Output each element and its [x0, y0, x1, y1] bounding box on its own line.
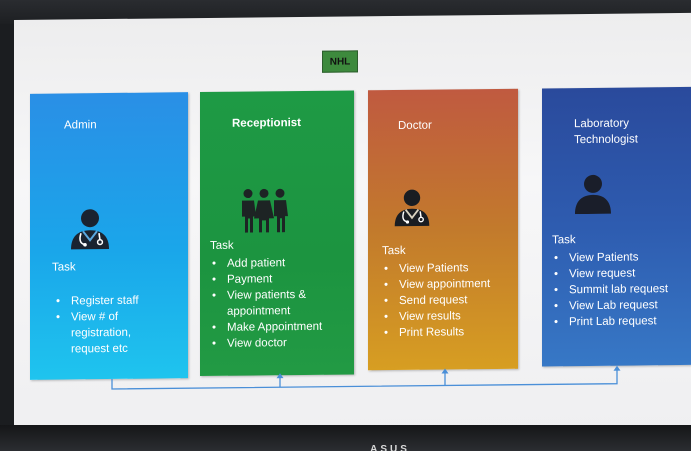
doctor-person-icon [394, 189, 430, 227]
laboratory-technologist-card: Laboratory Technologist Task View Patien… [542, 86, 691, 367]
connector-path [111, 367, 618, 390]
doctor-card: Doctor Task View Patients View appointme… [368, 88, 518, 371]
connector-lines [111, 365, 621, 390]
monitor-bezel-bottom: ASUS [0, 425, 691, 451]
receptionist-card: Receptionist Task Add patient Payment Vi… [200, 90, 354, 377]
monitor-screen: NHL Admin Task Register staff View # of … [14, 12, 691, 438]
doctor-person-icon [71, 209, 109, 250]
monitor-brand-logo: ASUS [370, 444, 410, 451]
connector-arrowheads [276, 365, 621, 379]
group-of-people-icon [242, 188, 288, 233]
admin-card: Admin Task Register staff View # of regi… [30, 92, 188, 380]
person-icon [575, 174, 611, 215]
